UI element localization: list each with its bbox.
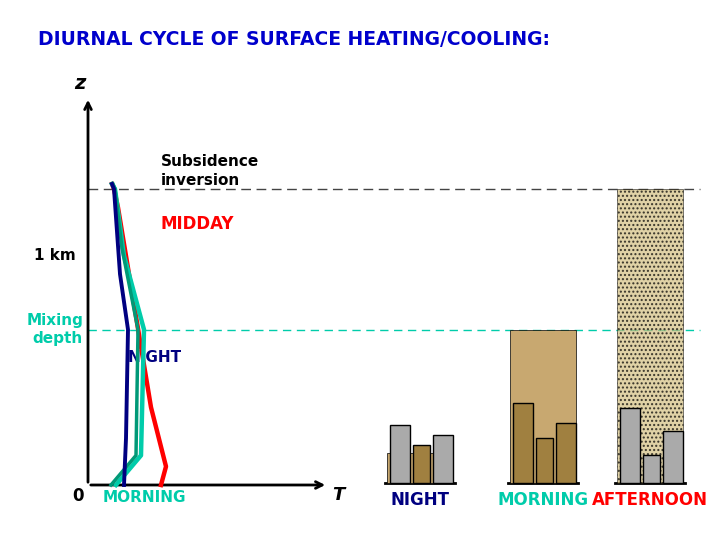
- Text: T: T: [332, 486, 344, 504]
- Bar: [663, 431, 683, 483]
- Bar: [413, 445, 430, 483]
- Bar: [390, 425, 410, 483]
- Text: DIURNAL CYCLE OF SURFACE HEATING/COOLING:: DIURNAL CYCLE OF SURFACE HEATING/COOLING…: [38, 30, 550, 49]
- Bar: [620, 408, 640, 483]
- Bar: [643, 455, 660, 483]
- Text: Mixing
depth: Mixing depth: [26, 313, 83, 346]
- Bar: [513, 403, 533, 483]
- Bar: [556, 423, 576, 483]
- Text: Subsidence
inversion: Subsidence inversion: [161, 154, 259, 188]
- Text: AFTERNOON: AFTERNOON: [592, 491, 708, 509]
- Text: NIGHT: NIGHT: [128, 350, 182, 365]
- Text: 0: 0: [72, 487, 84, 505]
- Text: MIDDAY: MIDDAY: [161, 215, 235, 233]
- Bar: [387, 453, 453, 483]
- Text: 1 km: 1 km: [35, 248, 76, 263]
- Bar: [617, 189, 683, 483]
- Bar: [536, 438, 553, 483]
- Text: MORNING: MORNING: [102, 490, 186, 505]
- Text: NIGHT: NIGHT: [390, 491, 449, 509]
- Bar: [433, 435, 453, 483]
- Text: MORNING: MORNING: [498, 491, 588, 509]
- Text: z: z: [74, 74, 86, 93]
- Bar: [510, 329, 576, 483]
